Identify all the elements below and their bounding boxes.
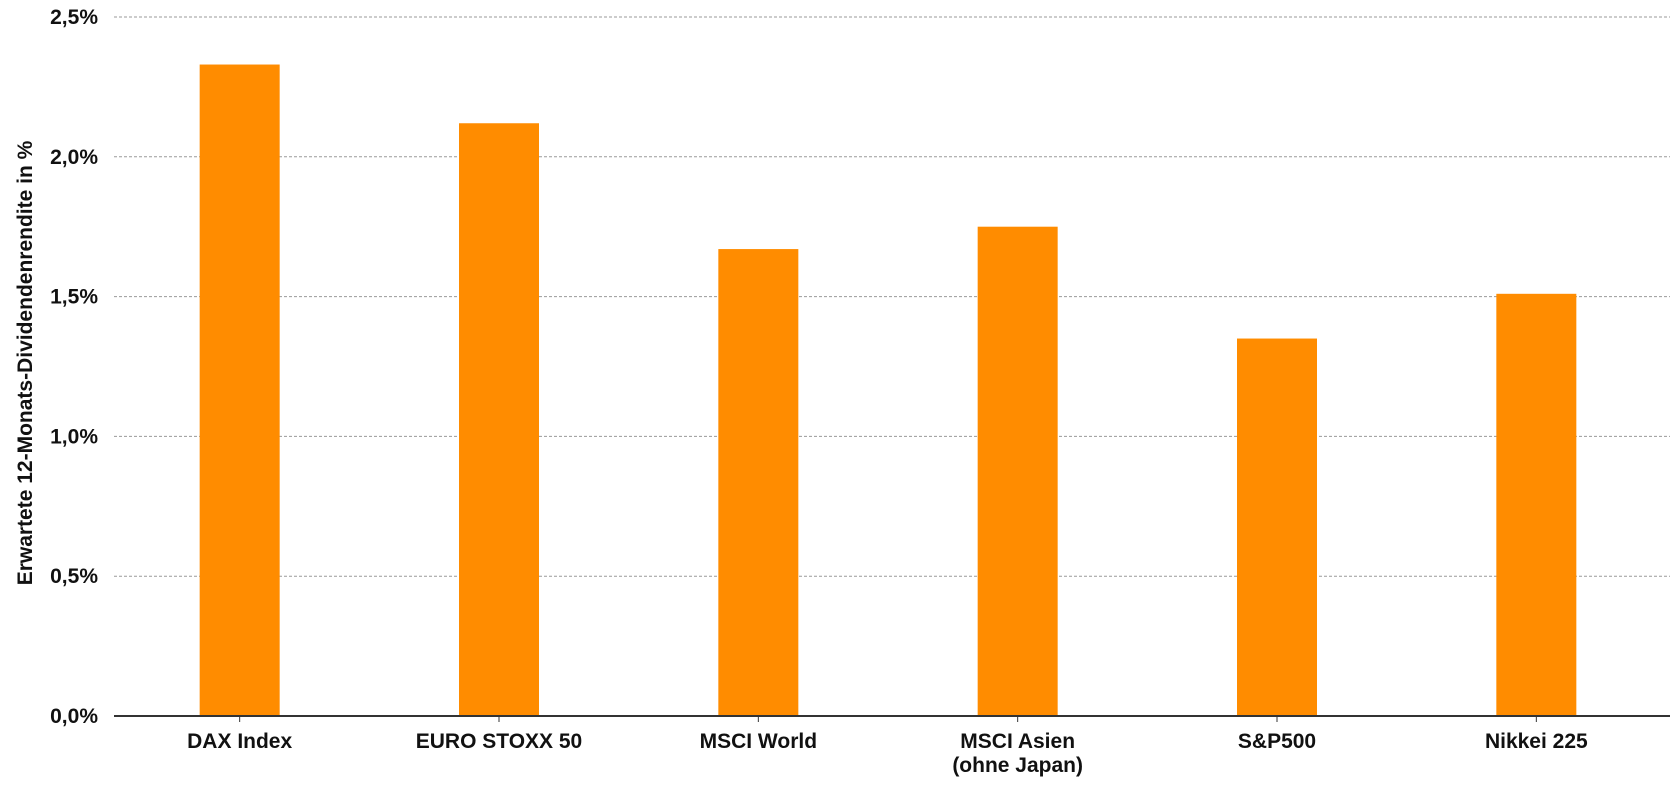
labels: 0,0% 0,5% 1,0% 1,5% 2,0% 2,5% DAX Index EURO ST… [50, 6, 1588, 777]
x-tick-label: MSCI Asien [960, 730, 1075, 753]
axes [114, 715, 1670, 722]
x-tick-label: MSCI World [700, 730, 817, 753]
y-tick-label: 1,0% [50, 425, 98, 448]
bar [1496, 293, 1577, 716]
bar [977, 226, 1058, 716]
bar [459, 123, 539, 717]
y-axis-title: Erwartete 12-Monats-Dividendenrendite in… [14, 140, 37, 585]
x-tick-label: Nikkei 225 [1485, 730, 1588, 753]
y-tick-label: 1,5% [50, 286, 98, 309]
bar [199, 64, 280, 717]
y-tick-label: 0,0% [50, 705, 98, 728]
bar [718, 249, 799, 716]
y-tick-label: 2,5% [50, 6, 98, 29]
x-tick-label: S&P500 [1238, 730, 1316, 753]
x-tick-label: EURO STOXX 50 [416, 730, 583, 753]
bar [1237, 338, 1317, 716]
x-tick-label: (ohne Japan) [952, 754, 1083, 777]
gridlines [114, 16, 1670, 577]
y-tick-label: 0,5% [50, 565, 98, 588]
x-tick-label: DAX Index [187, 730, 292, 753]
bars [199, 64, 1577, 717]
y-tick-label: 2,0% [50, 146, 98, 169]
